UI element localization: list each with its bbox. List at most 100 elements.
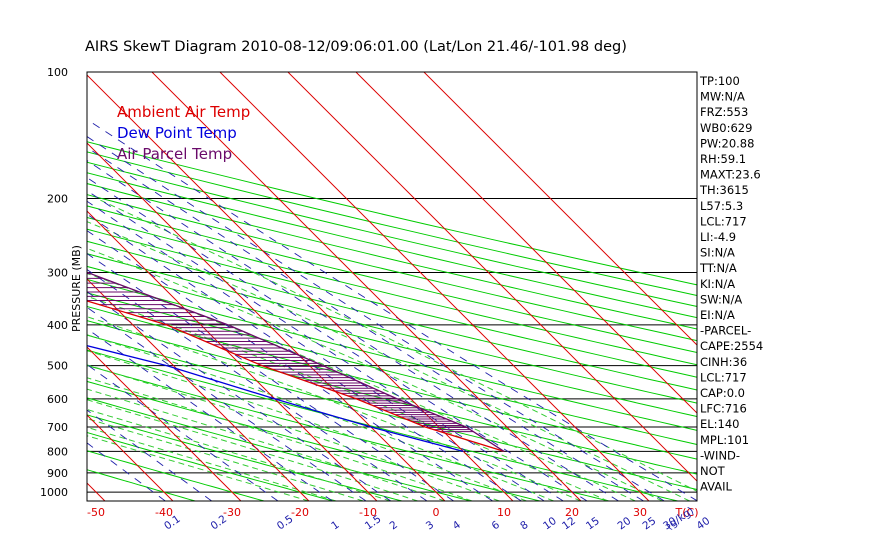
dry-adiabat-line: [87, 431, 334, 501]
isotherm-line: [423, 72, 697, 346]
moist-adiabat-line: [87, 435, 310, 501]
mixing-ratio-tick-label: 15: [584, 515, 602, 533]
index-value: MPL:101: [700, 433, 749, 447]
mixing-ratio-line: [87, 363, 279, 501]
dry-adiabat-line: [87, 253, 697, 404]
dry-adiabat-line: [87, 151, 697, 297]
moist-adiabat-line: [87, 295, 609, 501]
index-value: CAPE:2554: [700, 339, 763, 353]
legend-entry: Dew Point Temp: [117, 124, 237, 142]
dry-adiabat-line: [87, 364, 610, 501]
moist-adiabat-line: [87, 388, 446, 501]
moist-adiabat-line: [87, 364, 500, 501]
mixing-ratio-line: [87, 176, 588, 501]
bottom-temp-tick-label: 30: [633, 506, 647, 519]
isotherm-line: [87, 414, 174, 501]
index-value: PW:20.88: [700, 136, 754, 150]
bottom-temp-tick-label: -50: [87, 506, 105, 519]
ambient-air-temp-line: [87, 300, 505, 453]
pressure-tick-label: 700: [47, 421, 68, 434]
pressure-tick-label: 1000: [40, 486, 68, 499]
bottom-temp-tick-label: 10: [497, 506, 511, 519]
sounding-series: [87, 271, 505, 453]
pressure-tick-label: 500: [47, 360, 68, 373]
index-value: SW:N/A: [700, 292, 742, 306]
dry-adiabat-line: [87, 265, 697, 418]
mixing-ratio-line: [87, 230, 493, 501]
moist-adiabat-line: [96, 198, 697, 492]
air-parcel-temp-line: [87, 271, 505, 452]
bottom-temp-tick-label: 0: [433, 506, 440, 519]
mixing-ratio-tick-label: 20: [615, 515, 633, 533]
pressure-tick-label: 900: [47, 467, 68, 480]
moist-adiabat-line: [87, 399, 418, 501]
index-value: LFC:716: [700, 402, 747, 416]
chart-title: AIRS SkewT Diagram 2010-08-12/09:06:01.0…: [85, 39, 627, 55]
isotherm-line: [151, 72, 582, 501]
dry-adiabat-line: [87, 380, 541, 501]
plot-grid: [87, 72, 697, 501]
dry-adiabat-line: [87, 205, 697, 354]
bottom-temp-tick-label: -40: [155, 506, 173, 519]
mixing-ratio-tick-label: 10: [541, 515, 559, 533]
moist-adiabat-line: [87, 221, 690, 501]
dry-adiabat-line: [87, 349, 678, 501]
dew-point-temp-line: [87, 345, 464, 453]
pressure-tick-label: 200: [47, 192, 68, 205]
plot-frame: [86, 71, 698, 502]
index-value: MW:N/A: [700, 90, 745, 104]
index-value: -WIND-: [700, 448, 740, 462]
moist-adiabat-line: [87, 350, 527, 501]
mixing-ratio-line: [87, 306, 367, 501]
isotherm-line: [287, 72, 697, 482]
dry-adiabat-line: [87, 141, 697, 286]
mixing-ratio-tick-label: 4: [451, 519, 464, 533]
mixing-ratio-line: [87, 442, 166, 501]
moist-adiabat-line: [87, 334, 554, 501]
moist-adiabat-line: [87, 418, 364, 501]
index-value: FRZ:553: [700, 105, 748, 119]
dry-adiabat-line: [87, 292, 697, 446]
index-value: L57:5.3: [700, 199, 743, 213]
dry-adiabat-line: [87, 305, 697, 460]
mixing-ratio-tick-label: 6: [490, 519, 503, 533]
index-value: LCL:717: [700, 370, 747, 384]
mixing-ratio-line: [87, 200, 545, 501]
cape-hatching: [87, 273, 474, 433]
index-value: NOT: [700, 464, 726, 478]
isotherm-line: [87, 346, 242, 501]
dry-adiabat-line: [87, 228, 697, 378]
index-value: -PARCEL-: [700, 324, 751, 338]
pressure-tick-label: 100: [47, 66, 68, 79]
legend: Ambient Air Temp Dew Point Temp Air Parcel…: [117, 103, 250, 163]
isotherm-line: [219, 72, 650, 501]
isotherm-line: [87, 278, 310, 501]
index-value: SI:N/A: [700, 246, 735, 260]
mixing-ratio-line: [87, 409, 212, 501]
index-value: KI:N/A: [700, 277, 735, 291]
moist-adiabat-line: [87, 426, 337, 501]
index-value: EL:140: [700, 417, 740, 431]
dry-adiabat-line: [87, 216, 697, 366]
bottom-temp-tick-label: -30: [223, 506, 241, 519]
moist-adiabat-line: [87, 316, 582, 501]
dry-adiabat-line: [87, 240, 697, 391]
pressure-tick-label: 600: [47, 393, 68, 406]
index-value: CAP:0.0: [700, 386, 745, 400]
pressure-tick-label: 300: [47, 266, 68, 279]
mixing-ratio-tick-label: 8: [518, 519, 530, 533]
mixing-ratio-tick-label: 3: [424, 519, 436, 533]
pressure-tick-label: 400: [47, 319, 68, 332]
moist-adiabat-line: [87, 377, 473, 501]
index-value: WB0:629: [700, 121, 752, 135]
pressure-tick-label: 800: [47, 445, 68, 458]
mixing-ratio-line: [87, 269, 428, 501]
dry-adiabat-line: [87, 469, 196, 501]
moist-adiabat-line: [87, 272, 636, 501]
index-value: EI:N/A: [700, 308, 735, 322]
mixing-ratio-line: [87, 118, 697, 501]
legend-entry: Air Parcel Temp: [117, 145, 232, 163]
mixing-ratio-tick-label: 2: [388, 519, 400, 533]
